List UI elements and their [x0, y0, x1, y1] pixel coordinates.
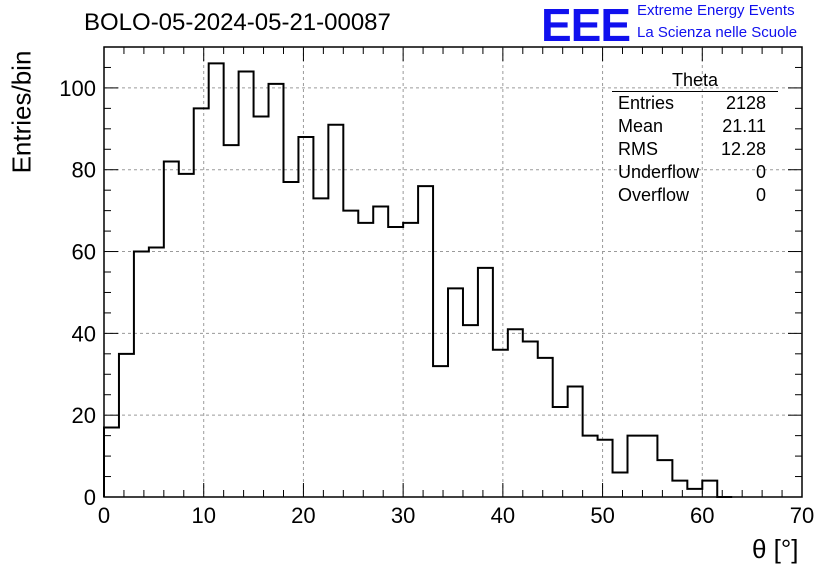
- stats-value: 2128: [725, 93, 766, 113]
- x-tick-label: 40: [491, 503, 515, 528]
- y-tick-label: 80: [72, 158, 96, 183]
- stats-label: Entries: [618, 93, 675, 113]
- stats-value: 0: [755, 185, 766, 205]
- y-axis-label: Entries/bin: [6, 50, 37, 174]
- eee-logo: EEE: [541, 0, 631, 51]
- x-tick-label: 20: [291, 503, 315, 528]
- x-tick-label: 60: [690, 503, 714, 528]
- stats-label: RMS: [618, 139, 658, 159]
- stats-row-entries: Entries 2128: [610, 92, 776, 115]
- y-tick-label: 0: [84, 485, 96, 510]
- stats-row-mean: Mean 21.11: [610, 115, 776, 138]
- histogram-step-line: [103, 62, 733, 498]
- stats-label: Mean: [618, 116, 664, 136]
- y-tick-label: 60: [72, 240, 96, 265]
- y-tick-label: 20: [72, 403, 96, 428]
- logo-subtitle-1: Extreme Energy Events: [637, 2, 795, 19]
- stats-value: 12.28: [720, 139, 766, 159]
- stats-row-overflow: Overflow 0: [610, 184, 776, 207]
- chart-title: BOLO-05-2024-05-21-00087: [84, 9, 391, 36]
- y-tick-label: 100: [59, 76, 96, 101]
- gridlines: [104, 47, 802, 497]
- y-tick-label: 40: [72, 321, 96, 346]
- logo-subtitle-2: La Scienza nelle Scuole: [637, 24, 798, 41]
- x-tick-label: 50: [590, 503, 614, 528]
- stats-label: Overflow: [618, 185, 690, 205]
- stats-value: 0: [755, 162, 766, 182]
- x-tick-label: 10: [191, 503, 215, 528]
- stats-label: Underflow: [618, 162, 700, 182]
- stats-row-underflow: Underflow 0: [610, 161, 776, 184]
- stats-value: 21.11: [722, 116, 766, 136]
- x-axis-label: θ [°]: [752, 534, 799, 564]
- stats-box: Theta Entries 2128 Mean 21.11 RMS 12.28 …: [610, 70, 778, 207]
- x-tick-label: 0: [98, 503, 110, 528]
- tick-labels: 0 10 20 30 40 50 60 70 0 20 40 60 80 100: [59, 76, 814, 528]
- stats-row-rms: RMS 12.28: [610, 138, 776, 161]
- stats-title: Theta: [612, 70, 778, 92]
- x-tick-label: 70: [790, 503, 814, 528]
- x-tick-label: 30: [391, 503, 415, 528]
